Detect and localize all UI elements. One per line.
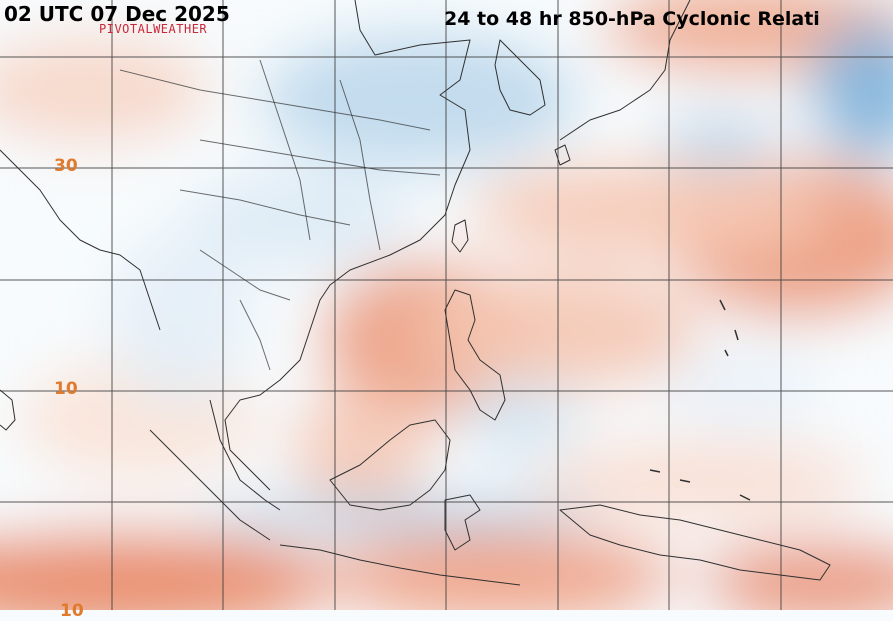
valid-time: 02 UTC 07 Dec 2025 — [4, 2, 230, 26]
credit-watermark: PIVOTALWEATHER — [99, 22, 208, 36]
coastlines — [0, 0, 831, 586]
latitude-label-10s: 10 — [60, 601, 84, 621]
latitude-label-30: 30 — [54, 156, 78, 176]
product-title: 24 to 48 hr 850-hPa Cyclonic Relati — [444, 8, 820, 30]
latitude-label-10n: 10 — [54, 379, 78, 399]
